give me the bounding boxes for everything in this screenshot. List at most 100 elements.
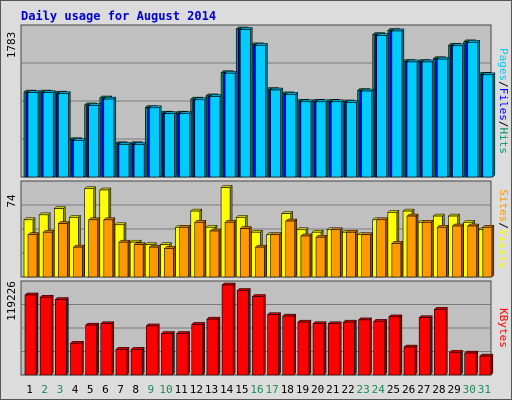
visits-sites-sites-bar-day-19	[300, 235, 311, 278]
hits-files-pages-pages-bar-day-26	[406, 61, 418, 178]
visits-sites-sites-bar-day-11-side	[188, 224, 191, 278]
visits-sites-sites-bar-day-6-side	[112, 217, 116, 278]
x-tick-label-day-20: 20	[311, 383, 324, 396]
kbytes-kbytes-bar-day-10-side	[172, 330, 175, 376]
x-tick-label-day-24: 24	[372, 383, 386, 396]
hits-files-pages-pages-bar-day-17	[270, 89, 281, 178]
kbytes-kbytes-bar-day-9	[145, 325, 158, 376]
x-tick-label-day-19: 19	[296, 383, 309, 396]
hits-files-pages-pages-bar-day-19	[300, 101, 312, 178]
visits-sites-sites-bar-day-18	[285, 220, 296, 278]
legend-separator: /	[497, 121, 510, 128]
x-tick-label-day-1: 1	[26, 383, 33, 396]
x-tick-label-day-27: 27	[417, 383, 430, 396]
legend-hits: Hits	[497, 128, 510, 155]
kbytes-kbytes-bar-day-3	[55, 299, 67, 376]
kbytes-kbytes-bar-day-11-side	[187, 330, 190, 376]
visits-sites-sites-bar-day-16	[255, 246, 265, 278]
kbytes-kbytes-bar-day-8	[130, 349, 143, 376]
visits-sites-sites-bar-day-20	[315, 236, 326, 278]
kbytes-kbytes-bar-day-12-side	[202, 321, 206, 376]
visits-sites-sites-bar-day-24	[376, 219, 387, 278]
visits-sites-sites-bar-day-17	[270, 234, 280, 278]
visits-sites-sites-bar-day-2	[42, 231, 53, 278]
kbytes-kbytes-bar-day-24	[373, 321, 386, 376]
x-tick-label-day-25: 25	[387, 383, 400, 396]
x-tick-label-day-15: 15	[235, 383, 248, 396]
hits-files-pages-pages-bar-day-5-side	[98, 102, 101, 178]
visits-sites-sites-bar-day-4-side	[82, 244, 85, 278]
hits-files-pages-pages-bar-day-9-side	[159, 105, 162, 178]
panel-1-max-label: 1783	[5, 32, 18, 59]
visits-sites-sites-bar-day-30	[467, 225, 477, 278]
kbytes-kbytes-bar-day-12	[191, 324, 204, 376]
kbytes-kbytes-bar-day-13	[206, 318, 219, 376]
hits-files-pages-pages-bar-day-22	[346, 102, 357, 178]
x-tick-label-day-21: 21	[326, 383, 339, 396]
x-tick-label-day-18: 18	[281, 383, 294, 396]
visits-sites-sites-bar-day-14	[224, 221, 235, 278]
panel-2-legend: Sites/Visits	[497, 189, 510, 269]
hits-files-pages-pages-bar-day-16	[255, 45, 266, 178]
kbytes-kbytes-bar-day-9-side	[157, 323, 160, 376]
hits-files-pages-pages-bar-day-24	[376, 35, 388, 178]
hits-files-pages-pages-bar-day-18	[285, 94, 297, 178]
x-tick-label-day-29: 29	[447, 383, 460, 396]
visits-sites-sites-bar-day-8-side	[142, 242, 146, 278]
hits-files-pages-pages-bar-day-11-side	[189, 111, 192, 178]
hits-files-pages-pages-bar-day-29	[452, 45, 463, 178]
x-tick-label-day-30: 30	[463, 383, 476, 396]
hits-files-pages-pages-bar-day-15-side	[250, 26, 253, 178]
kbytes-kbytes-bar-day-5-side	[96, 322, 99, 376]
legend-pages: Pages	[497, 48, 510, 81]
legend-sites: Sites	[497, 189, 510, 222]
kbytes-kbytes-bar-day-5	[85, 324, 97, 376]
visits-sites-sites-bar-day-12	[194, 221, 205, 278]
panel-1-legend: Pages/Files/Hits	[497, 48, 510, 154]
kbytes-kbytes-bar-day-18	[282, 315, 295, 376]
hits-files-pages-pages-bar-day-14-side	[234, 70, 238, 178]
kbytes-kbytes-bar-day-14-side	[232, 282, 236, 376]
x-tick-label-day-6: 6	[102, 383, 109, 396]
hits-files-pages-pages-bar-day-28	[437, 58, 448, 178]
kbytes-kbytes-bar-day-8-side	[141, 346, 145, 376]
hits-files-pages-pages-bar-day-13-side	[219, 93, 223, 178]
kbytes-kbytes-bar-day-29	[449, 352, 461, 376]
visits-sites-sites-bar-day-9-side	[158, 244, 161, 278]
kbytes-kbytes-bar-day-20	[312, 323, 325, 376]
kbytes-kbytes-bar-day-13-side	[217, 316, 221, 376]
kbytes-kbytes-bar-day-22	[343, 321, 355, 376]
x-tick-label-day-9: 9	[148, 383, 155, 396]
visits-sites-sites-bar-day-1	[27, 234, 38, 278]
hits-files-pages-pages-bar-day-11	[179, 113, 190, 178]
kbytes-kbytes-bar-day-31	[479, 355, 492, 376]
hits-files-pages-pages-bar-day-7-side	[128, 141, 132, 178]
kbytes-kbytes-bar-day-17	[267, 314, 279, 376]
kbytes-kbytes-bar-day-26	[403, 346, 416, 376]
chart-title: Daily usage for August 2014	[21, 9, 216, 23]
x-tick-label-day-13: 13	[205, 383, 218, 396]
kbytes-kbytes-bar-day-6-side	[111, 321, 115, 376]
visits-sites-sites-bar-day-23	[361, 234, 371, 278]
hits-files-pages-pages-bar-day-23	[361, 90, 372, 178]
hits-files-pages-pages-bar-day-31	[482, 74, 494, 178]
hits-files-pages-pages-bar-day-8-side	[143, 141, 147, 178]
hits-files-pages-pages-bar-day-15	[239, 29, 251, 178]
kbytes-kbytes-bar-day-28	[434, 309, 446, 376]
x-tick-label-day-14: 14	[220, 383, 234, 396]
hits-files-pages-pages-bar-day-10-side	[174, 111, 177, 178]
x-tick-label-day-8: 8	[132, 383, 139, 396]
visits-sites-sites-bar-day-12-side	[203, 219, 207, 278]
hits-files-pages-pages-bar-day-21	[330, 101, 342, 178]
x-tick-label-day-16: 16	[250, 383, 263, 396]
x-tick-label-day-5: 5	[87, 383, 94, 396]
visits-sites-sites-bar-day-27	[421, 221, 432, 278]
kbytes-kbytes-bar-day-1	[24, 294, 37, 376]
x-tick-label-day-7: 7	[117, 383, 124, 396]
x-tick-label-day-12: 12	[190, 383, 203, 396]
kbytes-kbytes-bar-day-2	[39, 296, 52, 376]
x-tick-label-day-26: 26	[402, 383, 415, 396]
hits-files-pages-pages-bar-day-2	[42, 92, 54, 178]
visits-sites-sites-bar-day-11	[179, 226, 189, 278]
